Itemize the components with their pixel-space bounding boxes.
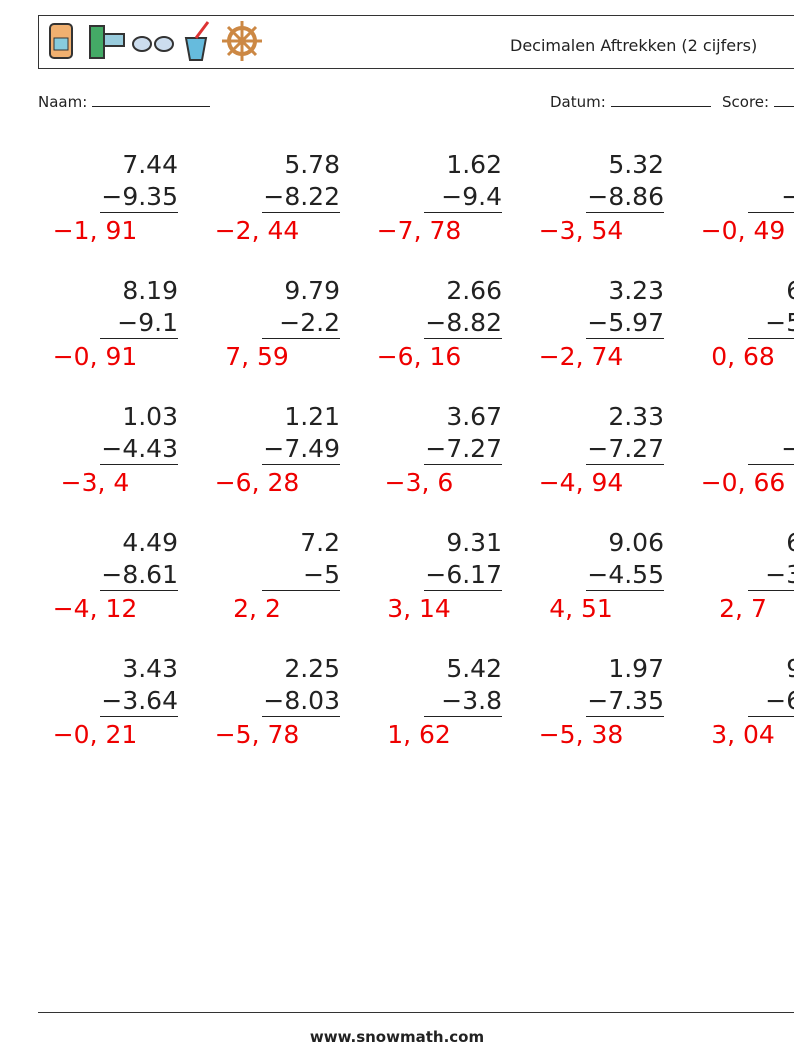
bottom-number: −9.35 — [100, 182, 178, 213]
bottom-number: −6.17 — [424, 560, 502, 591]
top-number: 2.25 — [284, 654, 340, 683]
top-number: 5.32 — [608, 150, 664, 179]
answer: −0, 91 — [52, 342, 138, 371]
bottom-number: −9.1 — [100, 308, 178, 339]
bottom-number: −8.22 — [262, 182, 340, 213]
footer-url: www.snowmath.com — [309, 1028, 485, 1046]
bottom-number: −8.82 — [424, 308, 502, 339]
top-number: 4.49 — [122, 528, 178, 557]
bottom-number: −7.49 — [262, 434, 340, 465]
answer: −0, 66 — [700, 468, 786, 497]
score-text: Score: — [722, 93, 770, 111]
top-number: 1.62 — [446, 150, 502, 179]
name-text: Naam: — [38, 93, 88, 111]
top-number: 6.1 — [706, 276, 794, 306]
score-label: Score: — [722, 93, 794, 111]
top-number: 6.4 — [706, 528, 794, 558]
answer: −2, 44 — [214, 216, 300, 245]
bottom-number: −9.4 — [424, 182, 502, 213]
answer: 4, 51 — [549, 594, 613, 623]
top-number: 1.97 — [608, 654, 664, 683]
bottom-number: −7.35 — [586, 686, 664, 717]
top-number: 9.31 — [446, 528, 502, 557]
answer: 7, 59 — [225, 342, 289, 371]
answer: −6, 28 — [214, 468, 300, 497]
footer-line — [38, 1012, 794, 1013]
bottom-number: −5.97 — [586, 308, 664, 339]
name-label: Naam: — [38, 93, 211, 111]
answer: −5, 78 — [214, 720, 300, 749]
top-number: 3.67 — [446, 402, 502, 431]
answer: 2, 7 — [719, 594, 767, 623]
bottom-number: −5 — [262, 560, 340, 591]
bottom-number: −6.3 — [748, 686, 794, 717]
bottom-number: −8.86 — [586, 182, 664, 213]
top-number: 2.66 — [446, 276, 502, 305]
top-number: 1.21 — [284, 402, 340, 431]
bottom-number: −5.4 — [748, 308, 794, 339]
bottom-number: −3.64 — [100, 686, 178, 717]
answer: −4, 94 — [538, 468, 624, 497]
answer: −3, 6 — [384, 468, 454, 497]
answer: −0, 21 — [52, 720, 138, 749]
top-number: 3.43 — [122, 654, 178, 683]
date-text: Datum: — [550, 93, 606, 111]
top-number: 2.33 — [608, 402, 664, 431]
answer: −2, 74 — [538, 342, 624, 371]
top-number: 5.42 — [446, 654, 502, 683]
answer: 3, 04 — [711, 720, 775, 749]
bottom-number: −3.7 — [748, 560, 794, 591]
answer: −4, 12 — [52, 594, 138, 623]
top-number: 9.3 — [706, 654, 794, 684]
top-number: 7.44 — [122, 150, 178, 179]
answer: −3, 54 — [538, 216, 624, 245]
bottom-number: −4.43 — [100, 434, 178, 465]
header-box — [38, 15, 794, 69]
answer: −7, 78 — [376, 216, 462, 245]
title: Decimalen Aftrekken (2 cijfers) — [510, 36, 758, 55]
answer: −0, 49 — [700, 216, 786, 245]
bottom-number: −7.27 — [424, 434, 502, 465]
answer: 0, 68 — [711, 342, 775, 371]
answer: −3, 4 — [60, 468, 130, 497]
answer: 2, 2 — [233, 594, 281, 623]
bottom-number: −8.03 — [262, 686, 340, 717]
top-number: 3.23 — [608, 276, 664, 305]
bottom-number: −9. — [748, 434, 794, 465]
answer: 3, 14 — [387, 594, 451, 623]
bottom-number: −4.55 — [586, 560, 664, 591]
icons — [49, 21, 262, 61]
answer: −5, 38 — [538, 720, 624, 749]
top-number: 8. — [706, 402, 794, 432]
top-number: 9.06 — [608, 528, 664, 557]
bottom-number: −7.27 — [586, 434, 664, 465]
bottom-number: −8.61 — [100, 560, 178, 591]
top-number: 5.78 — [284, 150, 340, 179]
answer: −1, 91 — [52, 216, 138, 245]
date-label: Datum: — [550, 93, 711, 111]
answer: −6, 16 — [376, 342, 462, 371]
top-number: 7.2 — [300, 528, 340, 557]
top-number: 6. — [706, 150, 794, 180]
top-number: 9.79 — [284, 276, 340, 305]
top-number: 1.03 — [122, 402, 178, 431]
top-number: 8.19 — [122, 276, 178, 305]
bottom-number: −3.8 — [424, 686, 502, 717]
answer: 1, 62 — [387, 720, 451, 749]
bottom-number: −7. — [748, 182, 794, 213]
bottom-number: −2.2 — [262, 308, 340, 339]
